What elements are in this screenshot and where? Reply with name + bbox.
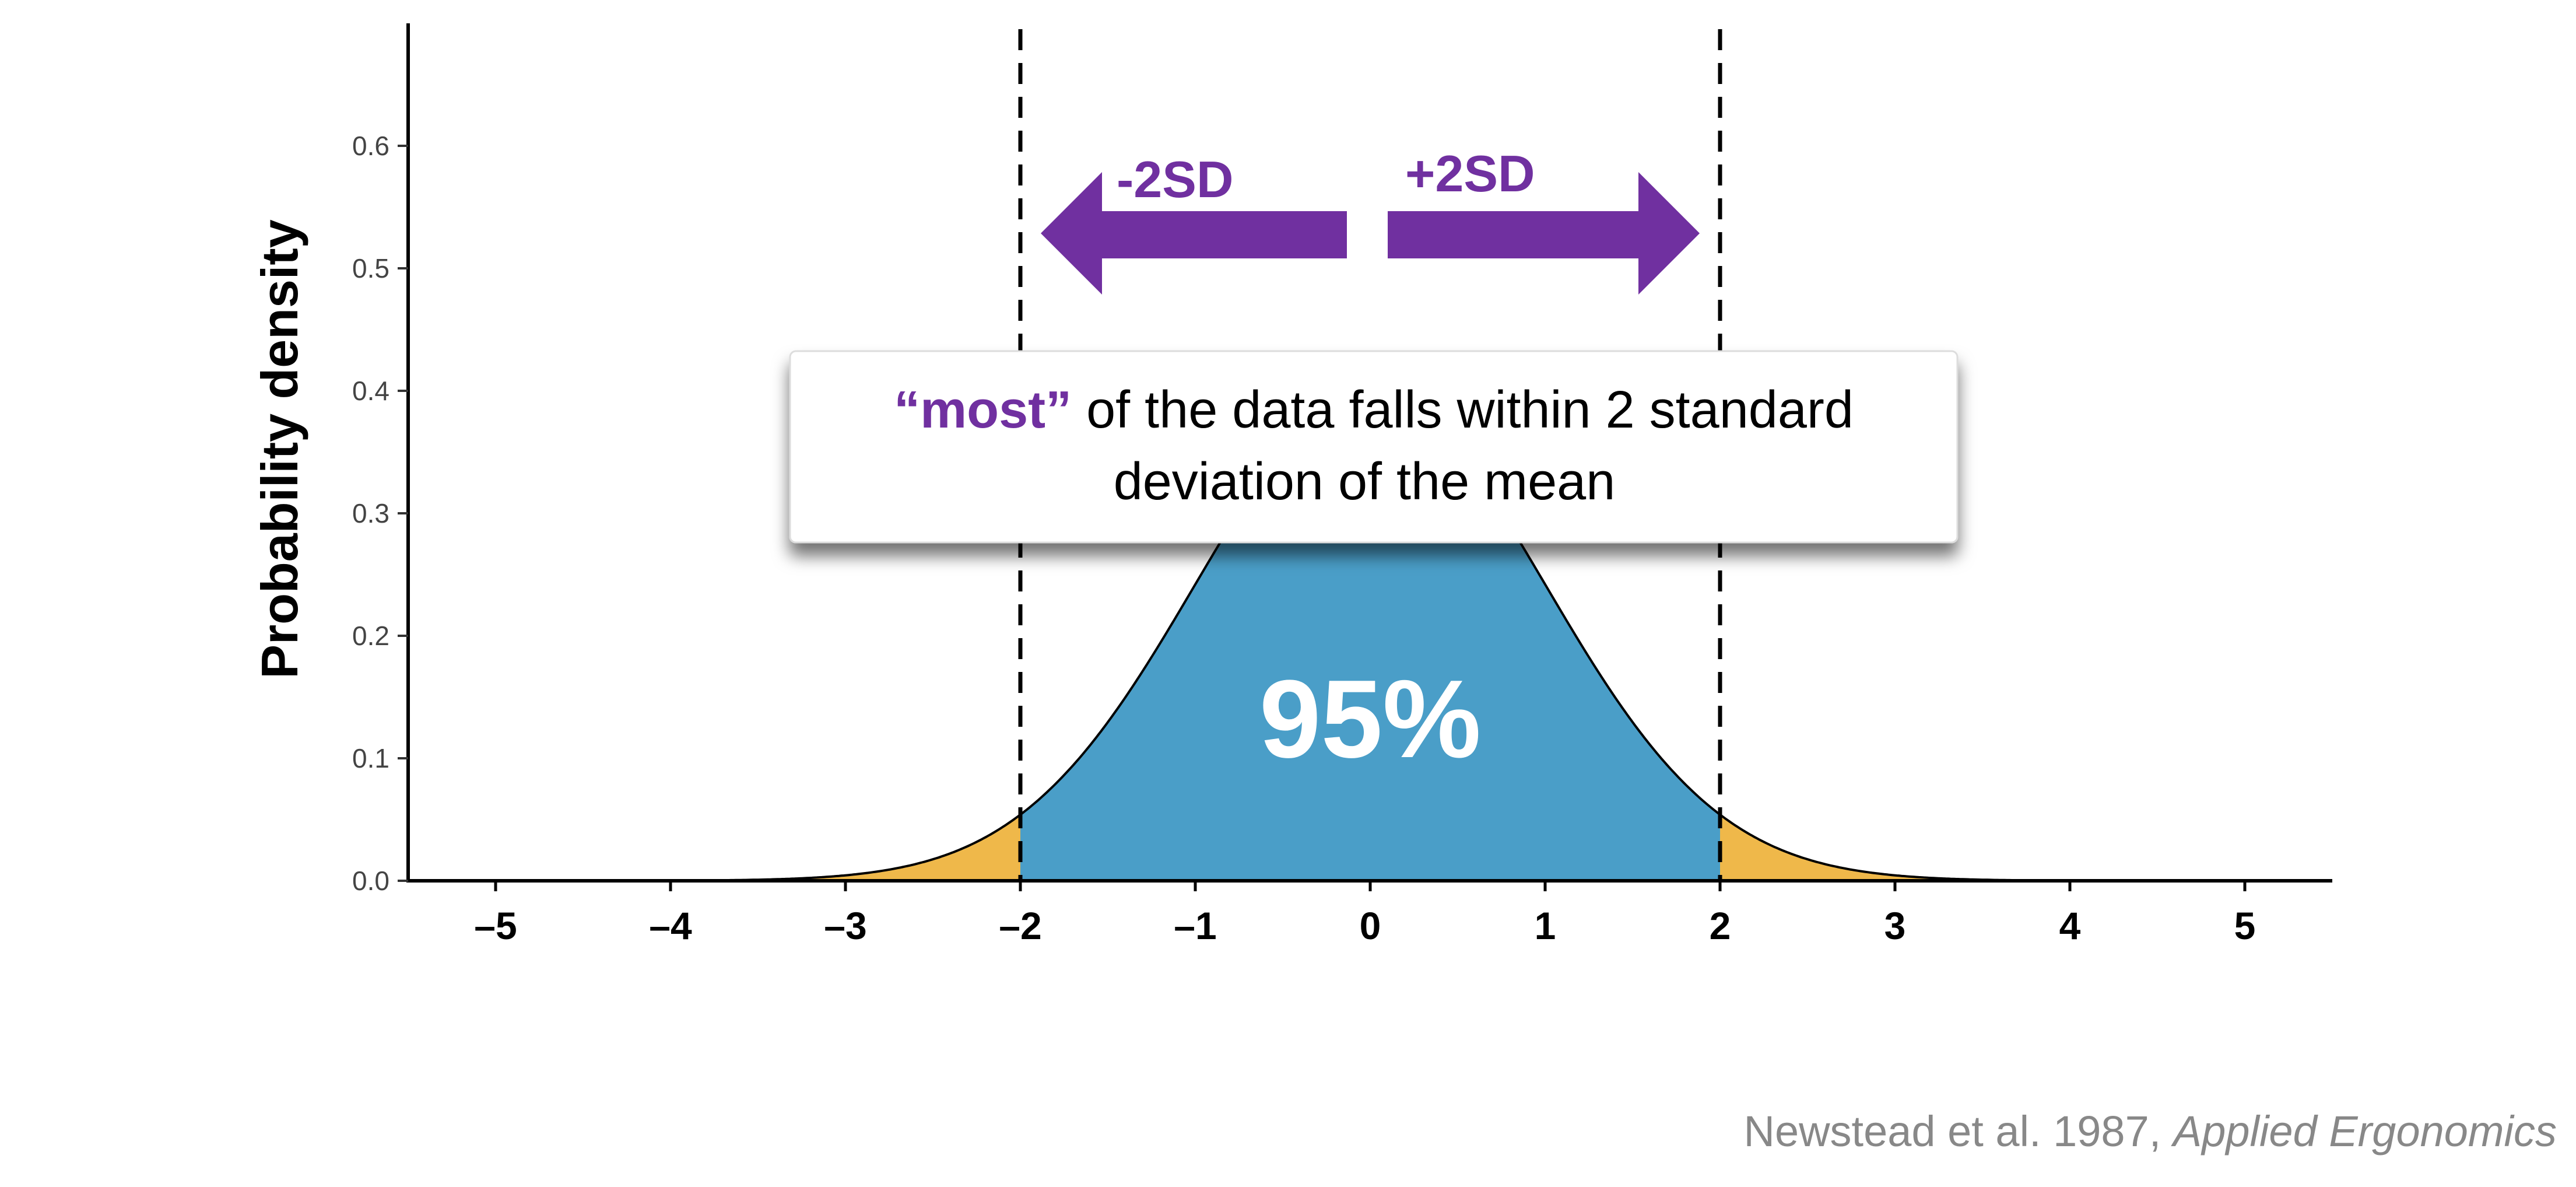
center-percent-label: 95% <box>1259 657 1481 781</box>
x-tick-label: 4 <box>2059 904 2081 947</box>
y-tick-label: 0.6 <box>352 131 389 161</box>
y-tick-label: 0.2 <box>352 621 389 651</box>
right-arrow-label: +2SD <box>1405 145 1535 202</box>
left-tail-area <box>408 814 1020 881</box>
source-authors: Newstead et al. 1987, <box>1744 1107 2173 1156</box>
source-citation: Newstead et al. 1987, Applied Ergonomics <box>1744 1107 2557 1156</box>
x-tick-label: –5 <box>474 904 517 947</box>
left-arrow-icon <box>1041 172 1347 295</box>
x-tick-label: 5 <box>2234 904 2256 947</box>
x-tick-label: –4 <box>649 904 692 947</box>
right-tail-area <box>1720 814 2332 881</box>
x-tick-label: –2 <box>999 904 1041 947</box>
x-tick-label: 2 <box>1710 904 1731 947</box>
note-box-background <box>789 350 1959 544</box>
note-line-1: “most” of the data falls within 2 standa… <box>894 381 1854 439</box>
y-tick-label: 0.3 <box>352 498 389 528</box>
source-journal: Applied Ergonomics <box>2171 1107 2557 1156</box>
x-tick-label: 3 <box>1884 904 1906 947</box>
y-ticks: 0.0 0.1 0.2 0.3 0.4 0.5 0.6 <box>352 131 408 896</box>
y-tick-label: 0.0 <box>352 866 389 896</box>
y-tick-label: 0.1 <box>352 743 389 773</box>
y-tick-label: 0.4 <box>352 376 389 406</box>
x-tick-label: 0 <box>1360 904 1381 947</box>
y-axis-label: Probability density <box>251 219 308 678</box>
note-emphasis: “most” <box>894 381 1072 439</box>
note-line-2: deviation of the mean <box>1114 453 1616 511</box>
x-tick-label: –3 <box>824 904 866 947</box>
x-tick-label: –1 <box>1174 904 1216 947</box>
center-area-95 <box>1020 392 1720 881</box>
left-arrow-label: -2SD <box>1117 150 1234 208</box>
x-tick-label: 1 <box>1535 904 1556 947</box>
note-box: “most” of the data falls within 2 standa… <box>789 350 1959 544</box>
note-line-1-rest: of the data falls within 2 standard <box>1072 381 1854 439</box>
y-tick-label: 0.5 <box>352 253 389 283</box>
x-ticks: –5 –4 –3 –2 –1 0 1 2 3 4 5 <box>474 881 2255 947</box>
right-arrow-icon <box>1388 172 1700 295</box>
